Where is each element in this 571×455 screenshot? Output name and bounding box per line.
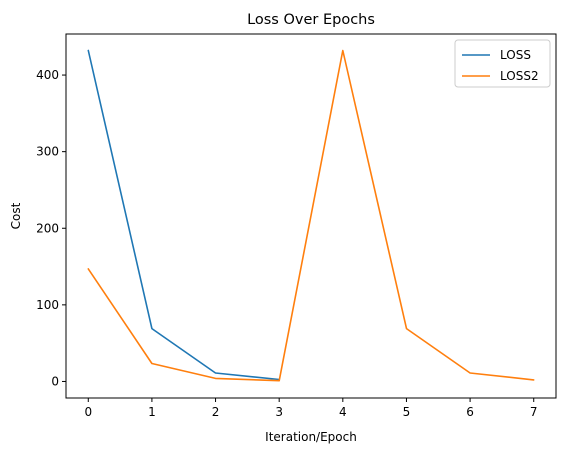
x-tick-label: 5	[403, 405, 411, 419]
y-tick-label: 0	[51, 374, 59, 388]
y-tick-label: 400	[36, 68, 59, 82]
y-axis-title: Cost	[9, 202, 23, 229]
series-line-loss	[87, 49, 281, 381]
series-line-loss2	[87, 49, 535, 382]
x-tick-label: 3	[275, 405, 283, 419]
y-tick-label: 200	[36, 221, 59, 235]
legend-label-loss2: LOSS2	[500, 69, 539, 83]
x-tick-label: 0	[84, 405, 92, 419]
x-axis-title: Iteration/Epoch	[265, 430, 357, 444]
legend: LOSS LOSS2	[454, 39, 551, 88]
series-lines	[87, 49, 535, 382]
y-axis: 0 100 200 300 400	[36, 68, 66, 388]
chart-title: Loss Over Epochs	[247, 12, 375, 28]
y-tick-label: 100	[36, 298, 59, 312]
x-axis: 0 1 2 3 4 5 6 7	[84, 398, 538, 419]
y-tick-label: 300	[36, 145, 59, 159]
plot-frame	[65, 33, 557, 399]
x-tick-label: 4	[339, 405, 347, 419]
plot-area: 0 1 2 3 4 5 6 7 0 100 200 300 400	[36, 33, 557, 419]
legend-label-loss: LOSS	[500, 48, 531, 62]
x-tick-label: 7	[530, 405, 538, 419]
x-tick-label: 2	[212, 405, 220, 419]
x-tick-label: 1	[148, 405, 156, 419]
x-tick-label: 6	[466, 405, 474, 419]
